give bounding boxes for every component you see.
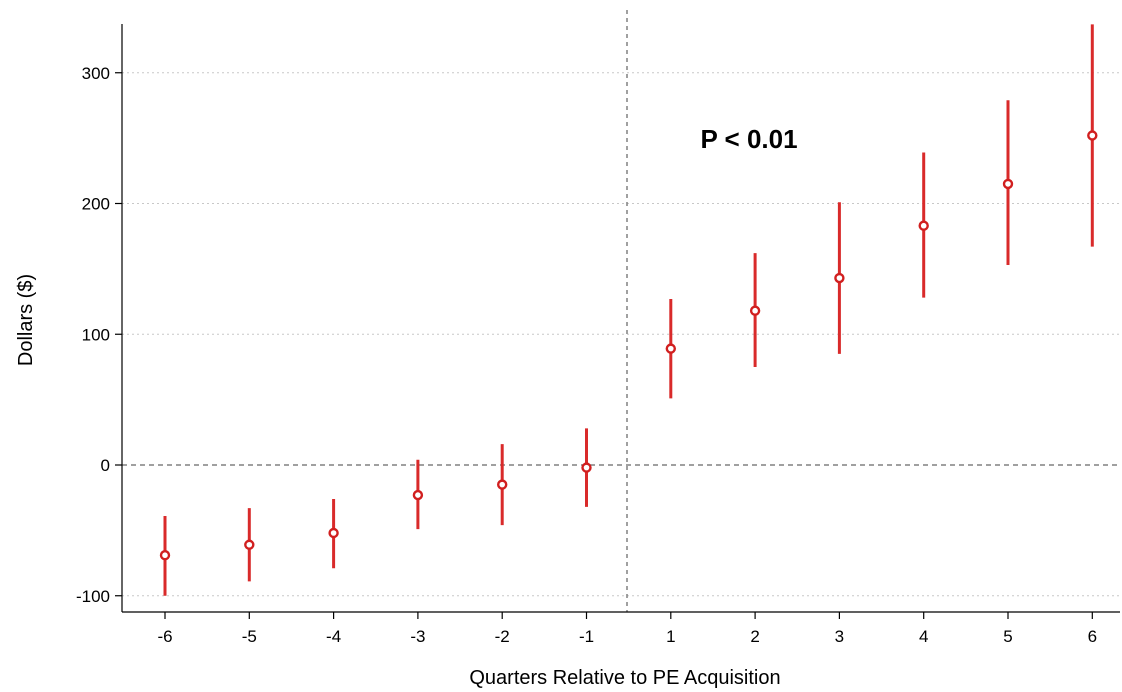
- axes: [121, 24, 1120, 613]
- x-tick-label: -4: [326, 627, 341, 646]
- point-estimate: [749, 305, 761, 316]
- y-tick-label: 0: [101, 456, 110, 475]
- point-estimate: [665, 343, 676, 354]
- grid-lines: [122, 72, 1120, 597]
- y-tick-label: 300: [82, 64, 110, 83]
- point-estimate: [918, 220, 929, 231]
- point-estimate: [834, 272, 845, 284]
- y-tick-label: 200: [82, 195, 110, 214]
- error-bars: [163, 24, 1094, 596]
- y-tick-label: -100: [76, 587, 110, 606]
- x-tick-label: -3: [410, 627, 425, 646]
- point-estimate: [1087, 130, 1098, 141]
- x-tick-label: -5: [242, 627, 257, 646]
- point-estimate: [159, 550, 171, 561]
- y-ticks: -100 0 100 200 300: [76, 64, 122, 606]
- x-tick-label: -6: [157, 627, 172, 646]
- x-axis-label: Quarters Relative to PE Acquisition: [469, 667, 780, 689]
- point-estimate: [328, 527, 339, 539]
- x-tick-label: 2: [750, 627, 759, 646]
- point-markers: [159, 130, 1098, 561]
- reference-lines: [122, 10, 1120, 612]
- y-axis-label: Dollars ($): [15, 274, 37, 366]
- point-estimate: [412, 489, 424, 501]
- significance-annotation: P < 0.01: [700, 124, 797, 154]
- point-estimate: [244, 539, 255, 550]
- x-tick-label: 1: [666, 627, 675, 646]
- point-estimate: [497, 479, 508, 490]
- y-tick-label: 100: [82, 325, 110, 344]
- x-tick-label: -1: [579, 627, 594, 646]
- point-estimate: [581, 462, 592, 473]
- x-ticks: -6 -5 -4 -3 -2 -1 1 2 3 4 5 6: [157, 612, 1097, 646]
- x-tick-label: -2: [495, 627, 510, 646]
- point-estimate: [1002, 178, 1014, 190]
- x-tick-label: 3: [835, 627, 844, 646]
- x-tick-label: 4: [919, 627, 928, 646]
- x-tick-label: 5: [1003, 627, 1012, 646]
- x-tick-label: 6: [1088, 627, 1097, 646]
